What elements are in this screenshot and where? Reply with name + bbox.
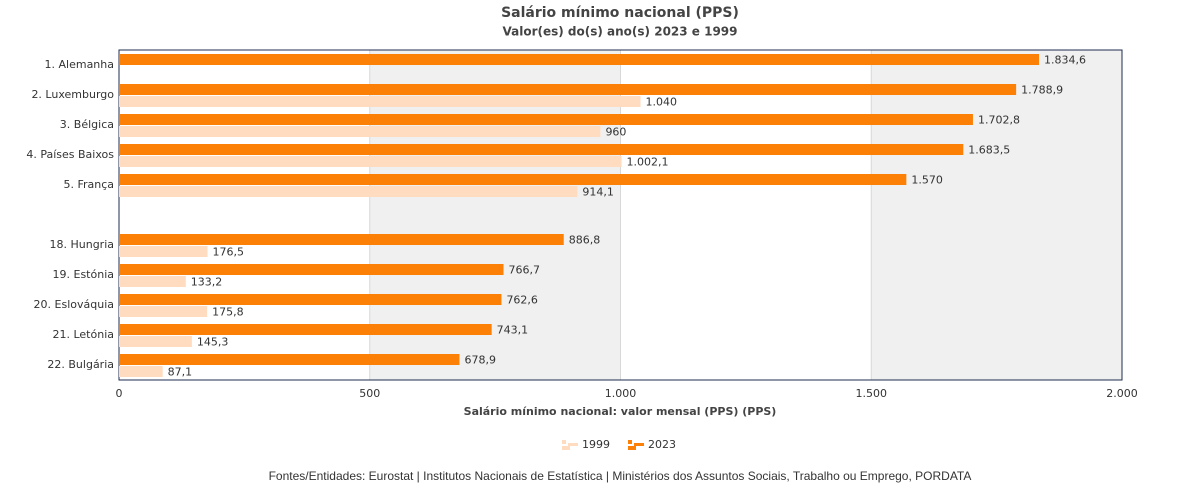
plot-band — [871, 50, 1122, 380]
source: Fontes/Entidades: Eurostat | Institutos … — [269, 469, 972, 483]
value-label: 1.002,1 — [627, 156, 669, 169]
bar — [119, 306, 208, 317]
y-tick-label: 4. Países Baixos — [26, 148, 114, 161]
value-label: 678,9 — [464, 354, 496, 367]
y-tick-label: 3. Bélgica — [60, 118, 114, 131]
value-label: 886,8 — [569, 234, 601, 247]
value-label: 133,2 — [191, 276, 223, 289]
legend-swatch — [634, 443, 644, 446]
legend-item: 1999 — [562, 438, 610, 451]
value-label: 960 — [605, 126, 626, 139]
bar — [119, 366, 163, 377]
y-tick-label: 2. Luxemburgo — [31, 88, 114, 101]
legend-label: 2023 — [648, 438, 676, 451]
value-label: 1.040 — [646, 96, 678, 109]
chart-subtitle: Valor(es) do(s) ano(s) 2023 e 1999 — [502, 25, 737, 39]
legend-swatch — [562, 440, 566, 444]
value-label: 1.788,9 — [1021, 84, 1063, 97]
x-tick-label: 1.500 — [856, 387, 888, 400]
bar — [119, 96, 641, 107]
legend-swatch — [628, 440, 632, 444]
legend-item: 2023 — [628, 438, 676, 451]
x-tick-label: 0 — [116, 387, 123, 400]
legend-swatch — [568, 443, 578, 446]
value-label: 145,3 — [197, 336, 229, 349]
bar — [119, 264, 504, 275]
bar — [119, 336, 192, 347]
y-tick-label: 18. Hungria — [49, 238, 114, 251]
bar — [119, 186, 578, 197]
bar — [119, 354, 460, 365]
bar — [119, 126, 601, 137]
value-label: 1.683,5 — [968, 144, 1010, 157]
y-tick-label: 22. Bulgária — [47, 358, 114, 371]
bar — [119, 276, 186, 287]
y-tick-label: 19. Estónia — [53, 268, 114, 281]
bar — [119, 156, 622, 167]
x-tick-label: 500 — [359, 387, 380, 400]
y-tick-label: 5. França — [63, 178, 114, 191]
bar — [119, 324, 492, 335]
value-label: 1.570 — [911, 174, 943, 187]
legend-swatch — [628, 446, 636, 450]
bar — [119, 114, 973, 125]
x-axis-title: Salário mínimo nacional: valor mensal (P… — [464, 405, 777, 418]
chart-title: Salário mínimo nacional (PPS) — [501, 5, 739, 21]
value-label: 762,6 — [506, 294, 538, 307]
bar — [119, 234, 564, 245]
value-label: 914,1 — [582, 186, 614, 199]
bar — [119, 246, 208, 257]
y-tick-label: 1. Alemanha — [45, 58, 114, 71]
value-label: 176,5 — [213, 246, 245, 259]
x-tick-label: 2.000 — [1106, 387, 1138, 400]
y-tick-label: 21. Letónia — [52, 328, 114, 341]
x-tick-label: 1.000 — [605, 387, 637, 400]
bar — [119, 84, 1017, 95]
y-tick-label: 20. Eslováquia — [34, 298, 114, 311]
value-label: 743,1 — [497, 324, 529, 337]
value-label: 175,8 — [212, 306, 244, 319]
legend-label: 1999 — [582, 438, 610, 451]
bar — [119, 144, 964, 155]
legend-swatch — [562, 446, 570, 450]
value-label: 1.834,6 — [1044, 54, 1086, 67]
bar — [119, 174, 907, 185]
value-label: 766,7 — [509, 264, 541, 277]
bar — [119, 294, 502, 305]
value-label: 1.702,8 — [978, 114, 1020, 127]
bar — [119, 54, 1040, 65]
plot-frame — [118, 49, 1123, 381]
value-label: 87,1 — [168, 366, 193, 379]
